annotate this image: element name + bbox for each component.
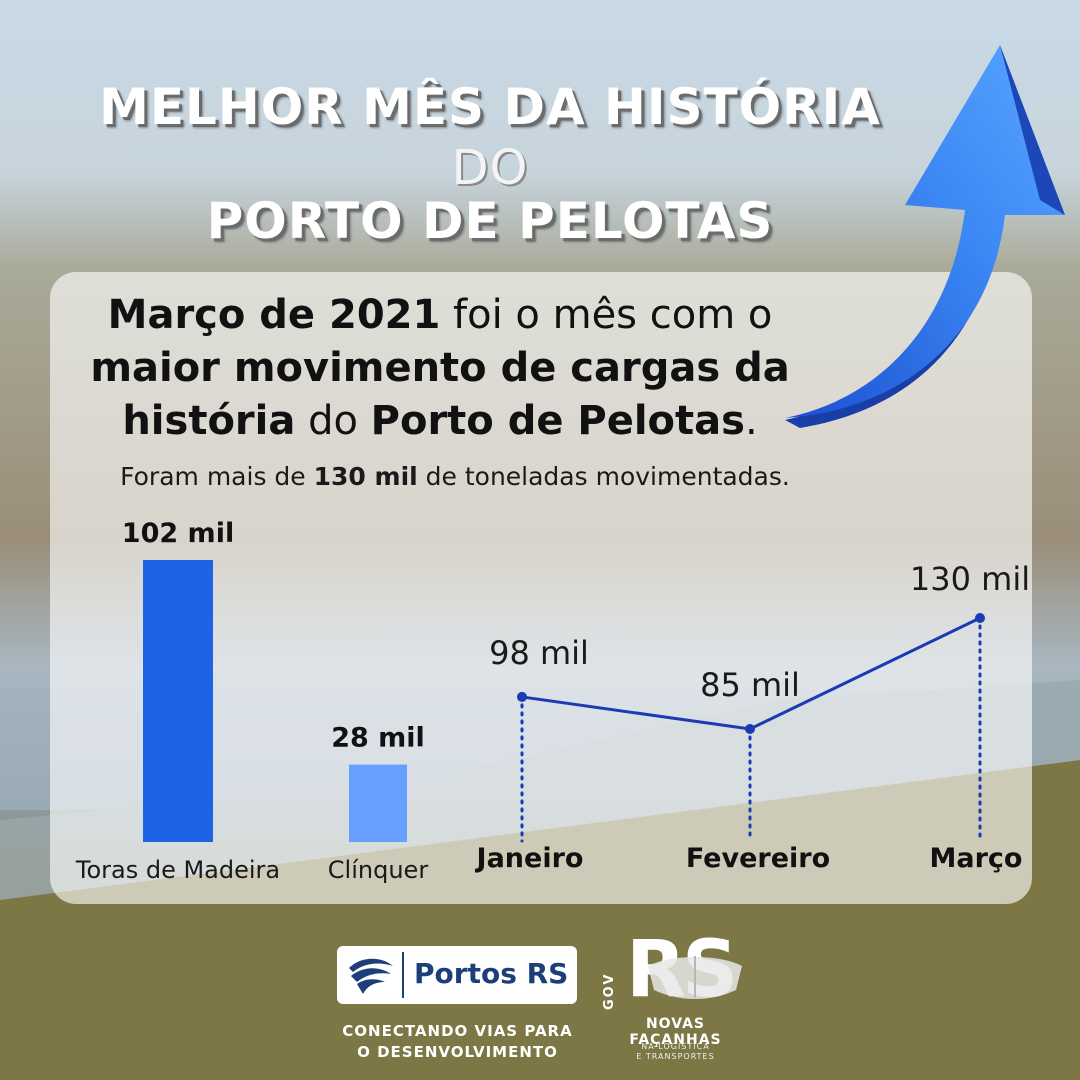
- headline-line2-bold: maior movimento de cargas da: [90, 345, 790, 391]
- subline-post: de toneladas movimentadas.: [417, 462, 790, 491]
- slogan-line1: CONECTANDO VIAS PARA: [342, 1022, 573, 1040]
- slogan-line2: O DESENVOLVIMENTO: [357, 1043, 558, 1061]
- page-title-line3: PORTO DE PELOTAS: [206, 192, 774, 250]
- e-transportes: E TRANSPORTES: [636, 1052, 715, 1061]
- portos-wave-icon: [349, 958, 393, 994]
- headline-line1-rest: foi o mês com o: [440, 292, 773, 338]
- headline-line1: Março de 2021 foi o mês com o: [60, 288, 820, 342]
- subline-pre: Foram mais de: [120, 462, 314, 491]
- line-value-label: 85 mil: [700, 666, 800, 704]
- bar-1: [143, 560, 213, 842]
- bar-category-label: Toras de Madeira: [75, 856, 280, 884]
- headline-line2: maior movimento de cargas da: [60, 341, 820, 395]
- gov-label: GOV: [602, 972, 617, 1010]
- na-logistica: NA LOGÍSTICA: [641, 1042, 710, 1051]
- line-value-label: 130 mil: [910, 560, 1030, 598]
- headline-line3: história do Porto de Pelotas.: [60, 394, 820, 448]
- line-point: [517, 691, 527, 702]
- bar-2: [349, 764, 407, 842]
- page-title-line1: MELHOR MÊS DA HISTÓRIA: [99, 78, 881, 136]
- bar-category-label: Clínquer: [328, 856, 429, 884]
- line-category-label: Janeiro: [475, 843, 584, 874]
- line-category-label: Março: [930, 843, 1023, 874]
- headline-date: Março de 2021: [107, 292, 441, 338]
- content-panel: [50, 272, 1032, 904]
- subline-total: 130 mil: [313, 462, 418, 491]
- page-title-line2: DO: [451, 140, 529, 196]
- headline-do: do: [295, 398, 371, 444]
- bar-value-label: 28 mil: [331, 723, 425, 754]
- subheadline: Foram mais de 130 mil de toneladas movim…: [60, 462, 850, 491]
- novas-facanhas: NOVAS FAÇANHAS: [629, 1016, 722, 1048]
- headline-period: .: [744, 398, 758, 444]
- portos-rs-logo: [337, 946, 577, 1004]
- bar-value-label: 102 mil: [122, 518, 234, 549]
- portos-name: Portos RS: [414, 957, 569, 990]
- portos-divider: [402, 952, 404, 998]
- line-value-label: 98 mil: [489, 634, 589, 672]
- line-point: [975, 613, 985, 623]
- line-point: [745, 724, 755, 734]
- headline-historia: história: [122, 398, 296, 444]
- headline-porto: Porto de Pelotas: [370, 398, 745, 444]
- rs-mask-icon: [648, 956, 742, 999]
- line-category-label: Fevereiro: [686, 843, 830, 874]
